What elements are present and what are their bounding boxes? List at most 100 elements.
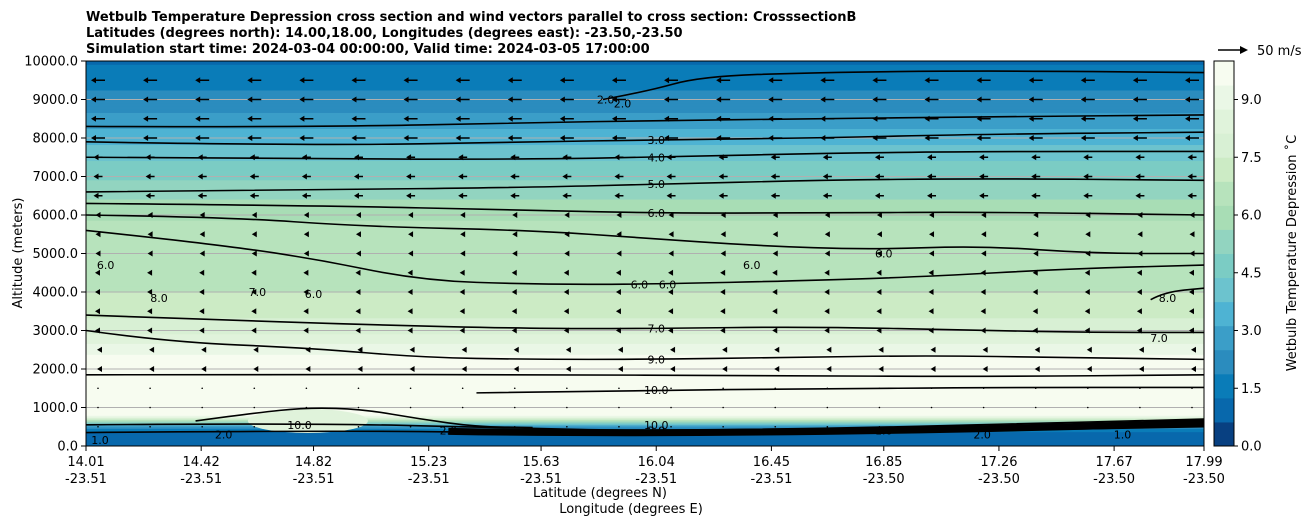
wind-vector [720, 308, 726, 315]
wind-vector [720, 250, 726, 257]
wind-vector [511, 308, 517, 315]
field-band [86, 125, 1204, 129]
contour-line [602, 70, 1204, 101]
contour-line [86, 229, 1204, 286]
wind-vector [924, 77, 930, 84]
field-band [86, 349, 1204, 355]
wind-vector [668, 289, 674, 295]
wind-vector [876, 308, 882, 315]
wind-vector [1031, 192, 1037, 199]
wind-vector [1034, 425, 1037, 428]
wind-vector [566, 425, 568, 428]
colorbar-segment [1214, 421, 1234, 447]
wind-vector [615, 269, 621, 276]
field-band [86, 141, 1204, 146]
wind-vector [564, 212, 570, 218]
wind-vector [872, 135, 878, 141]
wind-vector [1185, 115, 1190, 122]
title-line-3: Simulation start time: 2024-03-04 00:00:… [86, 42, 650, 57]
wind-vector [930, 406, 933, 409]
field-band [86, 128, 1204, 133]
contour-lines [86, 70, 1204, 437]
wind-vector [617, 366, 623, 372]
wind-vector [1138, 366, 1144, 372]
wind-vector [615, 327, 621, 334]
colorbar-segment [1214, 397, 1234, 423]
field-band [86, 363, 1204, 369]
contour-line [86, 114, 1204, 128]
colorbar-segment [1214, 181, 1234, 206]
wind-vector [878, 366, 884, 372]
field-band [86, 333, 1204, 338]
field-band [86, 83, 1204, 88]
wind-vector [826, 387, 829, 390]
wind-vector [459, 269, 465, 276]
wind-vector [670, 346, 676, 353]
y-tick-label: 9000.0 [33, 93, 79, 108]
x-tick-label-lat: 15.63 [522, 455, 559, 470]
field-band [86, 163, 1204, 168]
wind-vector [826, 406, 829, 409]
colorbar-segment [1214, 109, 1234, 134]
wind-vector [303, 212, 309, 218]
wind-vector [303, 327, 309, 334]
wind-vector [716, 115, 722, 122]
wind-vector [1139, 406, 1141, 409]
wind-vector [201, 425, 203, 428]
contour-line [86, 178, 1204, 193]
wind-vector [403, 135, 409, 141]
wind-vector [929, 231, 935, 238]
wind-vector [147, 269, 153, 276]
wind-vector [559, 115, 565, 122]
wind-vector [357, 346, 363, 353]
wind-vector [976, 77, 982, 84]
wind-vector [93, 173, 99, 180]
wind-vector [1191, 406, 1193, 409]
wind-vector [876, 212, 882, 218]
wind-vector [611, 96, 617, 103]
wind-vector [408, 231, 414, 238]
field-band [86, 134, 1204, 139]
wind-vector [976, 96, 982, 103]
wind-vector [512, 231, 518, 238]
field-band [86, 424, 1204, 428]
field-band [86, 64, 1204, 69]
wind-vector [1135, 192, 1141, 199]
wind-vector [979, 173, 985, 180]
wind-vector [824, 289, 830, 295]
wind-vector [722, 406, 724, 409]
wind-vector [409, 346, 415, 353]
wind-vector [824, 231, 830, 238]
wind-vector [1085, 231, 1091, 238]
field-band [86, 298, 1204, 306]
wind-vector [976, 135, 982, 141]
wind-vector [562, 154, 568, 161]
wind-vector [876, 250, 882, 257]
wind-vector [982, 346, 988, 353]
wind-vector [199, 212, 205, 218]
wind-vector [566, 406, 568, 409]
wind-vectors [91, 77, 1199, 428]
wind-vector [616, 250, 622, 257]
wind-vector [510, 173, 516, 180]
contour-label: 2.0 [614, 97, 632, 110]
wind-key: 50 m/s [1218, 44, 1302, 59]
wind-vector [513, 425, 516, 428]
wind-vector [982, 425, 985, 428]
wind-vector [251, 308, 257, 315]
wind-vector [668, 212, 674, 218]
wind-vector [616, 212, 622, 218]
wind-vector [1085, 212, 1091, 218]
wind-vector [460, 250, 466, 257]
wind-vector [666, 173, 672, 180]
wind-vector [305, 346, 311, 353]
wind-vector [1033, 250, 1039, 257]
wind-vector [668, 308, 674, 315]
wind-vector [614, 173, 620, 180]
contour-label: 6.0 [659, 278, 677, 291]
wind-vector [564, 250, 570, 257]
y-tick-label: 0.0 [57, 440, 78, 455]
x-axis-label-longitude: Longitude (degrees E) [559, 502, 703, 517]
wind-vector [565, 346, 571, 353]
wind-vector [927, 154, 933, 161]
